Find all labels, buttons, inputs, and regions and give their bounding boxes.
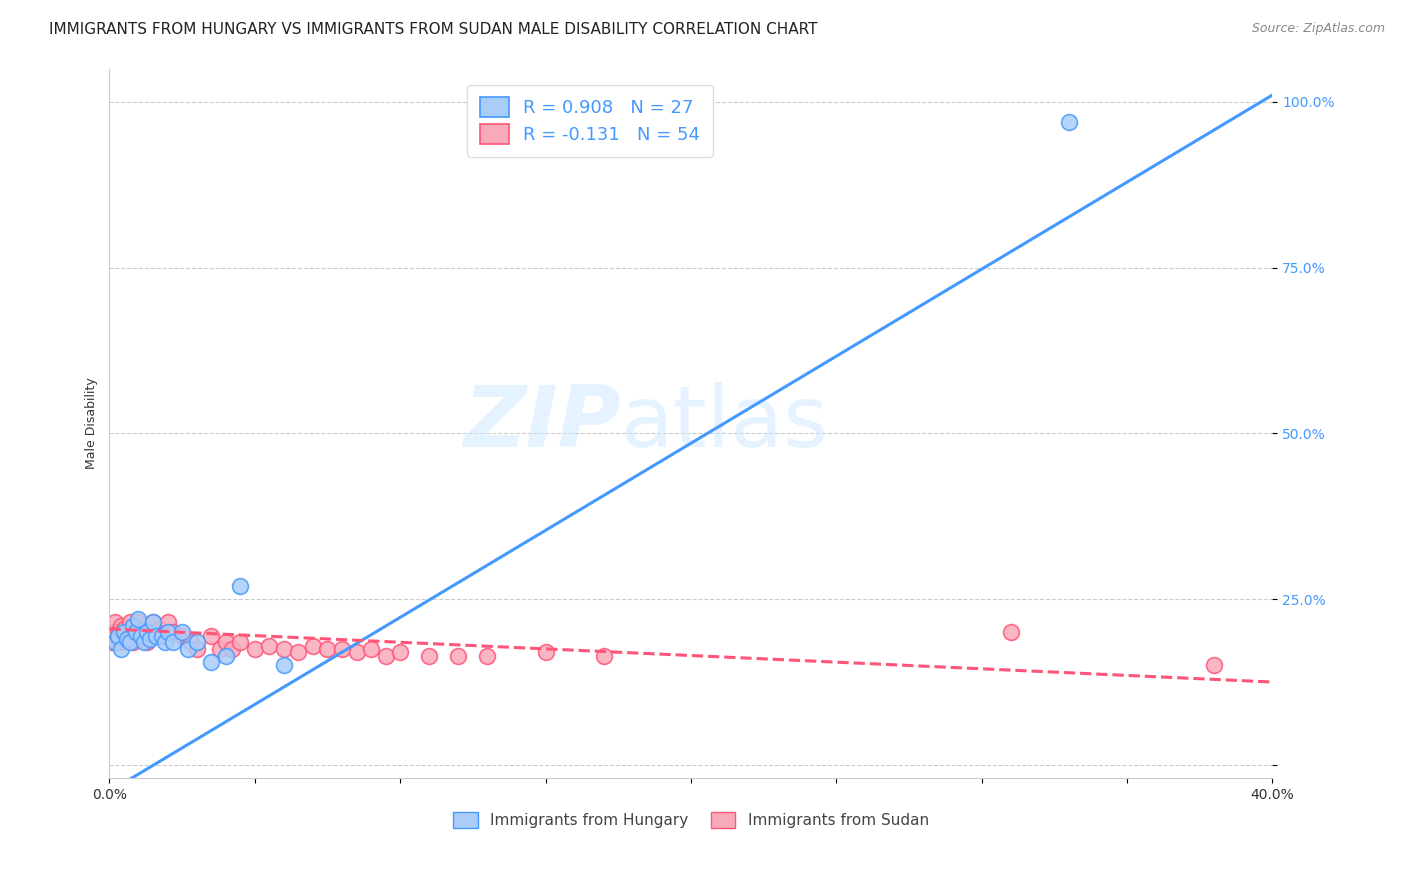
Point [121, 625, 143, 640]
Point [112, 622, 135, 636]
Point [346, 645, 368, 659]
Point [145, 629, 167, 643]
Point [101, 635, 124, 649]
Point [150, 629, 173, 643]
Point [104, 629, 127, 643]
Point [150, 629, 173, 643]
Point [112, 625, 135, 640]
Point [215, 648, 238, 663]
Point [134, 635, 156, 649]
Point [145, 629, 167, 643]
Point [142, 615, 165, 630]
Point [124, 629, 146, 643]
Point [124, 625, 146, 640]
Point [127, 615, 149, 630]
Point [110, 641, 132, 656]
Point [139, 632, 162, 646]
Point [215, 635, 238, 649]
Point [259, 639, 281, 653]
Point [177, 641, 200, 656]
Point [273, 641, 295, 656]
Point [139, 625, 162, 640]
Y-axis label: Male Disability: Male Disability [86, 377, 98, 469]
Point [110, 618, 132, 632]
Text: Source: ZipAtlas.com: Source: ZipAtlas.com [1251, 22, 1385, 36]
Point [153, 635, 176, 649]
Point [477, 648, 499, 663]
Point [418, 648, 440, 663]
Point [200, 629, 222, 643]
Point [107, 629, 129, 643]
Point [316, 641, 339, 656]
Point [136, 625, 159, 640]
Point [302, 639, 325, 653]
Point [162, 625, 184, 640]
Point [101, 625, 124, 640]
Point [172, 629, 194, 643]
Point [389, 645, 412, 659]
Point [107, 632, 129, 646]
Point [186, 641, 208, 656]
Point [118, 615, 141, 630]
Point [104, 635, 127, 649]
Point [110, 635, 132, 649]
Point [229, 635, 252, 649]
Point [115, 632, 138, 646]
Point [186, 635, 208, 649]
Point [127, 629, 149, 643]
Point [447, 648, 470, 663]
Point [112, 629, 135, 643]
Point [131, 629, 153, 643]
Point [273, 658, 295, 673]
Point [118, 635, 141, 649]
Point [162, 635, 184, 649]
Point [136, 635, 159, 649]
Point [287, 645, 309, 659]
Point [121, 635, 143, 649]
Text: ZIP: ZIP [464, 382, 621, 465]
Point [221, 641, 243, 656]
Point [534, 645, 557, 659]
Point [127, 612, 149, 626]
Legend: Immigrants from Hungary, Immigrants from Sudan: Immigrants from Hungary, Immigrants from… [447, 805, 935, 834]
Point [592, 648, 614, 663]
Point [148, 622, 170, 636]
Point [156, 615, 179, 630]
Text: IMMIGRANTS FROM HUNGARY VS IMMIGRANTS FROM SUDAN MALE DISABILITY CORRELATION CHA: IMMIGRANTS FROM HUNGARY VS IMMIGRANTS FR… [49, 22, 818, 37]
Point [134, 629, 156, 643]
Point [115, 625, 138, 640]
Point [330, 641, 353, 656]
Point [208, 641, 231, 656]
Point [156, 625, 179, 640]
Point [200, 655, 222, 669]
Point [121, 618, 143, 632]
Point [131, 622, 153, 636]
Point [118, 632, 141, 646]
Point [107, 625, 129, 640]
Point [104, 615, 127, 630]
Point [374, 648, 396, 663]
Point [1057, 114, 1080, 128]
Point [1000, 625, 1022, 640]
Point [142, 615, 165, 630]
Point [172, 625, 194, 640]
Point [1204, 658, 1226, 673]
Point [229, 579, 252, 593]
Text: atlas: atlas [621, 382, 830, 465]
Point [243, 641, 266, 656]
Point [180, 635, 202, 649]
Point [360, 641, 382, 656]
